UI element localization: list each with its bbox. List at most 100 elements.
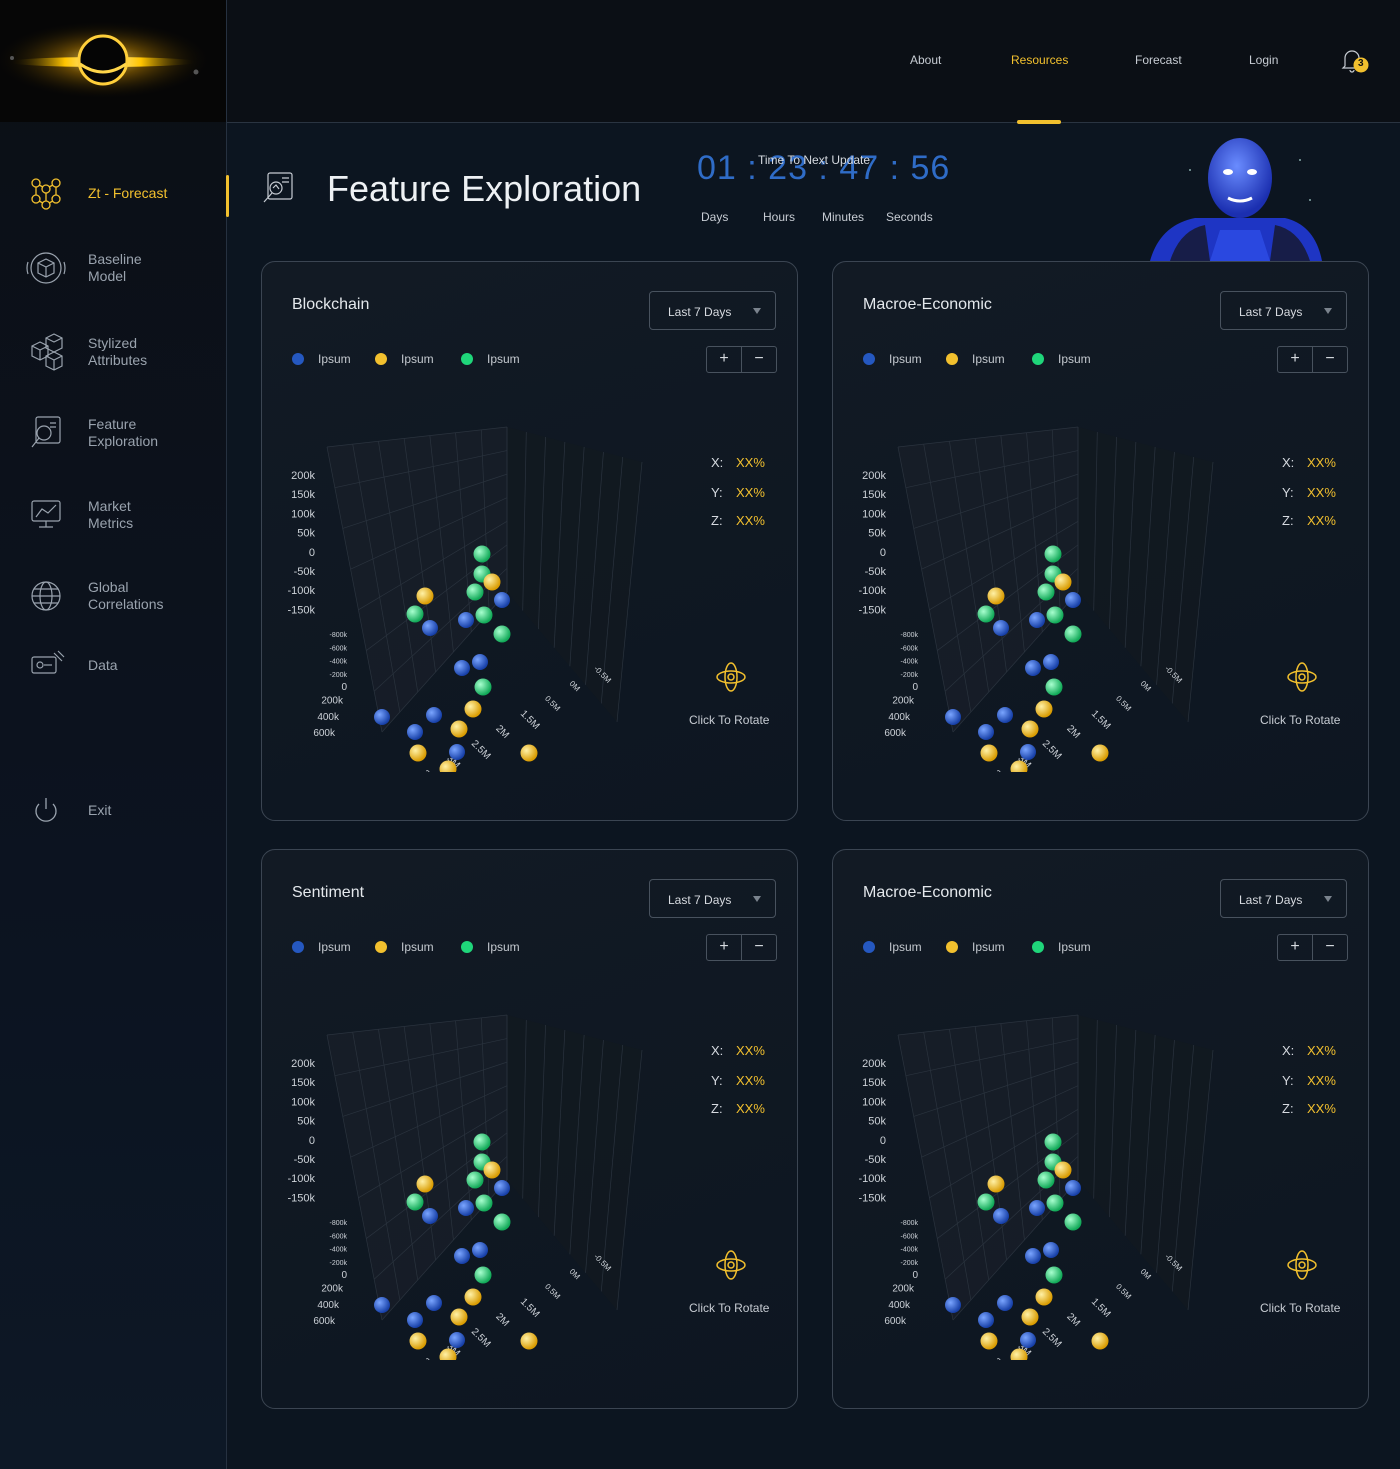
notifications-button[interactable]: 3 [1339, 44, 1369, 76]
grid-line [373, 568, 508, 692]
grid-line [944, 568, 1079, 692]
zoom-in-button[interactable]: + [1277, 346, 1313, 373]
nav-link-login[interactable]: Login [1249, 53, 1279, 67]
y-tick-label: -50k [294, 566, 316, 578]
y-tick-label: -100k [858, 1173, 886, 1185]
zoom-out-button[interactable]: − [1312, 934, 1348, 961]
zoom-in-button[interactable]: + [706, 934, 742, 961]
chevron-down-icon [753, 308, 761, 314]
coord-y: Y: XX% [711, 485, 765, 500]
scatter-3d-plot[interactable]: 200k 150k 100k 50k 0 -50k -100k -150k -800k -600k… [858, 1000, 1228, 1360]
rotate-label[interactable]: Click To Rotate [1260, 713, 1341, 727]
chevron-down-icon [1324, 308, 1332, 314]
network-nodes-icon [31, 178, 61, 210]
nav-link-resources[interactable]: Resources [1011, 53, 1069, 67]
sidebar-item-market-metrics[interactable]: Market Metrics [0, 485, 227, 545]
logo[interactable] [0, 0, 226, 122]
coord-value: XX% [736, 1073, 765, 1088]
scatter-point [472, 654, 488, 670]
zoom-out-button[interactable]: − [741, 346, 777, 373]
globe-icon [31, 581, 61, 611]
scatter-point [1065, 1180, 1081, 1196]
scatter-point [475, 606, 493, 624]
x-tick-label: 2.5M [1040, 1326, 1064, 1350]
grid-line [1156, 1039, 1175, 1273]
grid-line [455, 432, 472, 633]
date-range-dropdown[interactable]: Last 7 Days [649, 291, 776, 330]
grid-line [429, 1023, 454, 1241]
monitor-chart-icon [31, 500, 61, 528]
scatter-point [493, 1213, 511, 1231]
date-range-dropdown[interactable]: Last 7 Days [1220, 291, 1347, 330]
date-range-value: Last 7 Days [668, 305, 732, 319]
y-tick-label: 150k [291, 1077, 315, 1089]
scatter-3d-plot[interactable]: 200k 150k 100k 50k 0 -50k -100k -150k -800k -600k… [287, 1000, 657, 1360]
y-tick-label: 0 [309, 1135, 315, 1147]
z-tick-label: 600k [884, 728, 907, 739]
grid-line [929, 1108, 1079, 1199]
z-tick-label: -600k [900, 645, 918, 652]
card-title: Macroe-Economic [863, 884, 992, 901]
date-range-dropdown[interactable]: Last 7 Days [1220, 879, 1347, 918]
plot-side-wall [1078, 427, 1213, 722]
z-tick-label: -400k [329, 1247, 347, 1254]
black-hole-logo-icon [0, 0, 226, 122]
rotate-3d-icon[interactable] [1285, 660, 1319, 694]
rotate-3d-icon[interactable] [714, 1248, 748, 1282]
scatter-point [483, 573, 501, 591]
coord-value: XX% [1307, 455, 1336, 470]
rotate-label[interactable]: Click To Rotate [689, 713, 770, 727]
coord-x: X: XX% [711, 455, 765, 470]
scatter-point [464, 1288, 482, 1306]
rotate-3d-icon[interactable] [714, 660, 748, 694]
chart-card: Macroe-Economic Last 7 Days Ipsum Ipsum … [832, 261, 1369, 821]
scatter-point [439, 760, 457, 772]
coord-value: XX% [736, 485, 765, 500]
blocks-icon [31, 333, 63, 371]
scatter-point [993, 620, 1009, 636]
grid-line [1187, 1049, 1214, 1311]
y-tick-label: 50k [868, 528, 886, 540]
scatter-3d-plot[interactable]: 200k 150k 100k 50k 0 -50k -100k -150k -800k -600k… [858, 412, 1228, 772]
exit-button[interactable]: Exit [0, 780, 227, 840]
nav-link-about[interactable]: About [910, 53, 942, 67]
coord-axis-label: Z: [1282, 513, 1294, 528]
date-range-dropdown[interactable]: Last 7 Days [649, 879, 776, 918]
zoom-in-button[interactable]: + [1277, 934, 1313, 961]
zoom-out-button[interactable]: − [741, 934, 777, 961]
scatter-point [1054, 573, 1072, 591]
scatter-point [1029, 612, 1045, 628]
zoom-out-button[interactable]: − [1312, 346, 1348, 373]
rotate-3d-icon[interactable] [1285, 1248, 1319, 1282]
scatter-point [449, 1332, 465, 1348]
rotate-label[interactable]: Click To Rotate [689, 1301, 770, 1315]
sidebar-item-baseline-model[interactable]: Baseline Model [0, 238, 227, 298]
sidebar-item-zt-forecast[interactable]: Zt - Forecast [0, 163, 229, 223]
zoom-in-button[interactable]: + [706, 346, 742, 373]
scatter-point [409, 744, 427, 762]
avatar-illustration [1150, 138, 1322, 261]
z-tick-label: 400k [317, 1300, 340, 1311]
sidebar-item-data[interactable]: Data [0, 635, 227, 695]
z-tick-label: -600k [900, 1233, 918, 1240]
legend-label: Ipsum [1058, 352, 1091, 366]
scatter-point [439, 1348, 457, 1360]
x-tick-label: 2.5M [469, 738, 493, 762]
scatter-point [449, 744, 465, 760]
scatter-3d-plot[interactable]: 200k 150k 100k 50k 0 -50k -100k -150k -800k -600k… [287, 412, 657, 772]
sidebar-item-stylized-attributes[interactable]: Stylized Attributes [0, 322, 227, 382]
scatter-point [1091, 1332, 1109, 1350]
card-title: Blockchain [292, 296, 370, 313]
nav-link-forecast[interactable]: Forecast [1135, 53, 1182, 67]
sidebar-item-feature-exploration[interactable]: Feature Exploration [0, 403, 227, 463]
rotate-label[interactable]: Click To Rotate [1260, 1301, 1341, 1315]
sidebar-item-global-correlations[interactable]: Global Correlations [0, 566, 227, 626]
z-tick-label: 600k [884, 1316, 907, 1327]
legend-dot [1032, 941, 1044, 953]
z-tick-label: -600k [329, 1233, 347, 1240]
z-tick-label: -400k [329, 659, 347, 666]
x-tick-label: 2.5M [469, 1326, 493, 1350]
scatter-point [1035, 700, 1053, 718]
x-tick-label: 2M [493, 1311, 511, 1329]
grid-line [538, 436, 546, 630]
